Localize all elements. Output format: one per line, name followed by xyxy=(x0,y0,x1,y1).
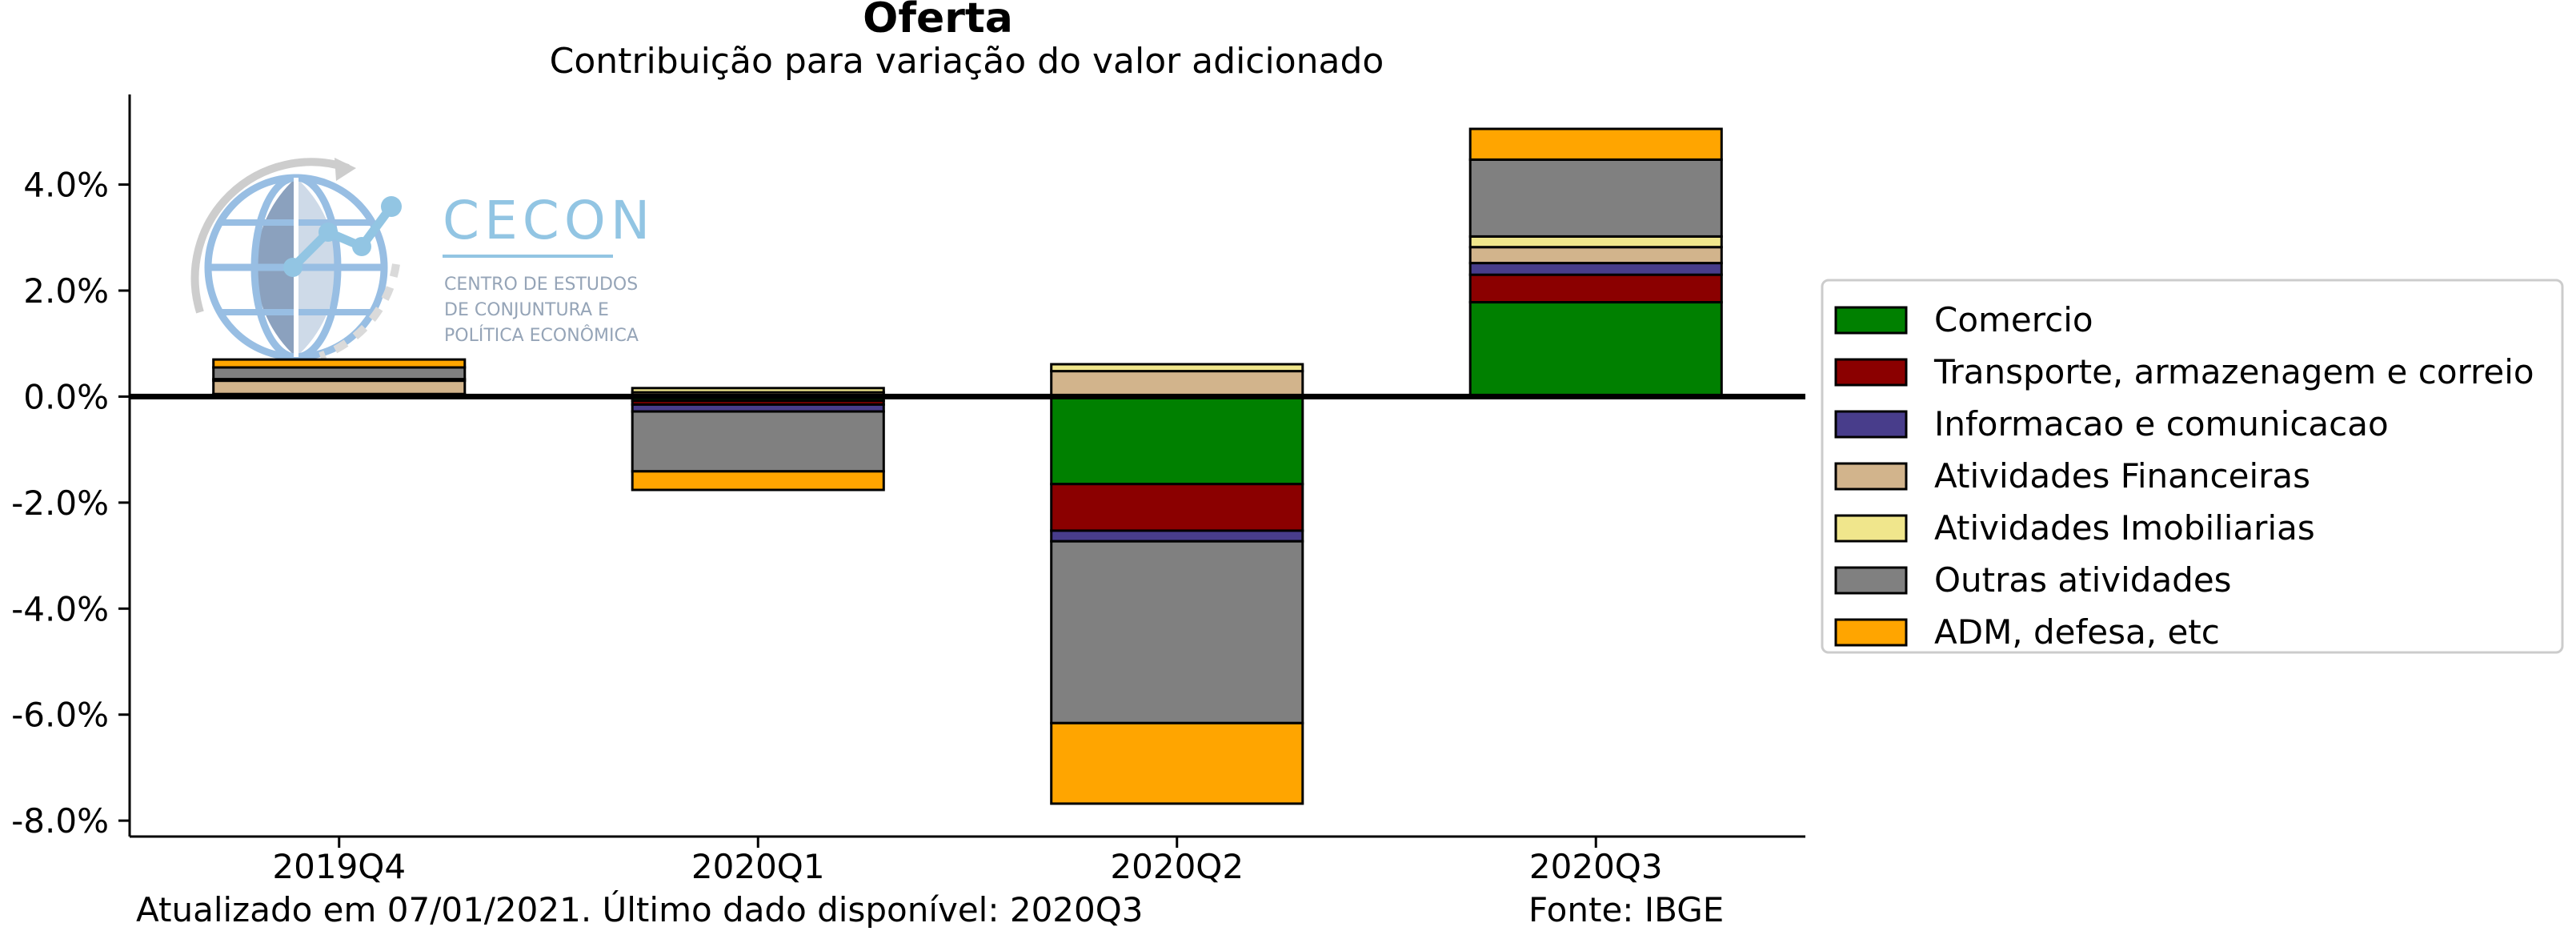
legend-swatch xyxy=(1834,618,1908,647)
y-tick-label: -4.0% xyxy=(11,589,109,628)
bar-2020Q1-4 xyxy=(631,387,885,394)
y-tick-label: 2.0% xyxy=(23,271,109,311)
x-tick-label: 2020Q1 xyxy=(691,847,825,886)
legend-label: ADM, defesa, etc xyxy=(1934,612,2220,652)
logo-line-3: POLÍTICA ECONÔMICA xyxy=(444,325,639,346)
bar-2020Q3-4 xyxy=(1468,235,1723,249)
bar-2020Q3-0 xyxy=(1468,301,1723,399)
legend-label: Comercio xyxy=(1934,300,2093,339)
bar-2020Q1-6 xyxy=(631,470,885,492)
logo-line-1: CENTRO DE ESTUDOS xyxy=(444,275,638,295)
chart-subtitle: Contribuição para variação do valor adic… xyxy=(550,41,1384,82)
chart-title: Oferta xyxy=(863,0,1013,42)
bar-2020Q3-3 xyxy=(1468,246,1723,265)
legend-swatch xyxy=(1834,410,1908,439)
legend-swatch xyxy=(1834,358,1908,387)
bar-2020Q2-2 xyxy=(1050,529,1304,543)
legend-box xyxy=(1821,279,2564,654)
footer-updated: Atualizado em 07/01/2021. Último dado di… xyxy=(136,889,1144,928)
x-tick-label: 2019Q4 xyxy=(272,847,406,886)
axes: -8.0% -6.0% -4.0% -2.0% 0.0% 2.0% 4.0% 2019Q4 20… xyxy=(11,94,1805,886)
cecon-logo: CECON CENTRO DE ESTUDOS DE CONJUNTURA E … xyxy=(190,158,655,361)
bar-2020Q2-1 xyxy=(1050,483,1304,532)
bar-2019Q4-5 xyxy=(212,366,467,381)
bar-2020Q2-3 xyxy=(1050,370,1304,398)
bar-2020Q3-6 xyxy=(1468,127,1723,161)
bar-2020Q2-0 xyxy=(1050,395,1304,486)
legend-swatch xyxy=(1834,306,1908,335)
y-tick-label: -8.0% xyxy=(11,801,109,841)
bar-2020Q2-4 xyxy=(1050,363,1304,373)
bar-layer xyxy=(212,127,1723,805)
y-tick-label: 4.0% xyxy=(23,166,109,205)
bar-2020Q3-5 xyxy=(1468,158,1723,238)
legend-label: Transporte, armazenagem e correio xyxy=(1933,352,2534,391)
bar-2020Q1-5 xyxy=(631,410,885,473)
bar-2020Q2-6 xyxy=(1050,721,1304,805)
y-tick-label: -6.0% xyxy=(11,696,109,735)
legend-label: Outras atividades xyxy=(1934,560,2232,600)
footer-source: Fonte: IBGE xyxy=(1528,890,1724,928)
logo-line-2: DE CONJUNTURA E xyxy=(444,300,609,320)
legend-swatch xyxy=(1834,566,1908,595)
bar-2020Q3-2 xyxy=(1468,262,1723,276)
x-tick-label: 2020Q2 xyxy=(1110,847,1244,886)
x-tick-label: 2020Q3 xyxy=(1529,847,1663,886)
legend: Comercio Transporte, armazenagem e correi… xyxy=(1821,279,2564,654)
legend-swatch xyxy=(1834,462,1908,491)
logo-name: CECON xyxy=(443,190,655,251)
bar-2019Q4-6 xyxy=(212,358,467,369)
bar-2019Q4-3 xyxy=(212,379,467,395)
bar-2020Q3-1 xyxy=(1468,273,1723,304)
y-tick-label: -2.0% xyxy=(11,484,109,523)
legend-label: Atividades Imobiliarias xyxy=(1934,508,2315,548)
legend-label: Informacao e comunicacao xyxy=(1934,404,2389,443)
bar-2020Q2-5 xyxy=(1050,540,1304,724)
legend-swatch xyxy=(1834,514,1908,543)
trend-line-icon xyxy=(283,196,402,277)
globe-icon xyxy=(190,158,400,361)
y-tick-label: 0.0% xyxy=(23,377,109,416)
legend-label: Atividades Financeiras xyxy=(1934,456,2310,496)
